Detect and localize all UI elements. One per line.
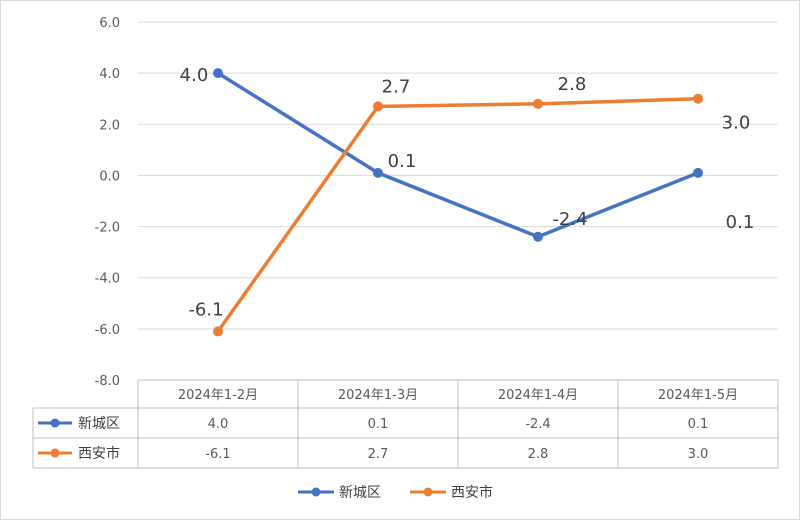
- y-tick-label: 0.0: [99, 169, 120, 184]
- series-lines: [213, 68, 703, 337]
- data-label: 3.0: [722, 113, 751, 134]
- table-cell-value: 3.0: [688, 447, 709, 462]
- table-series-name: 西安市: [78, 445, 120, 462]
- table-cell-value: 2.7: [368, 447, 389, 462]
- data-point: [693, 167, 703, 178]
- data-label: 2.7: [382, 76, 411, 97]
- series-line: [216, 71, 700, 239]
- data-label: 4.0: [180, 65, 209, 86]
- y-tick-label: 2.0: [99, 118, 120, 133]
- legend-label: 新城区: [339, 485, 381, 501]
- category-label: 2024年1-3月: [338, 388, 418, 403]
- legend: 新城区 西安市: [298, 484, 493, 501]
- data-point: [373, 167, 383, 178]
- y-tick-label: -2.0: [95, 221, 120, 236]
- data-point: [533, 98, 543, 109]
- legend-key-marker: [311, 487, 321, 497]
- data-label: 0.1: [726, 212, 755, 233]
- y-tick-label: -4.0: [95, 272, 120, 287]
- y-tick-label: -8.0: [95, 374, 120, 389]
- data-point: [373, 101, 383, 112]
- data-label: 0.1: [388, 151, 417, 172]
- series-line: [216, 96, 700, 334]
- y-axis-ticks: 6.0 4.0 2.0 0.0 -2.0 -4.0 -6.0 -8.0: [95, 16, 120, 389]
- table-cell-value: 0.1: [688, 417, 709, 432]
- data-point: [213, 68, 223, 79]
- y-tick-label: -6.0: [95, 323, 120, 338]
- data-point: [213, 326, 223, 337]
- y-tick-label: 6.0: [99, 16, 120, 31]
- table-series-key-marker: [50, 418, 60, 428]
- gridlines: [138, 21, 778, 330]
- table-cell-value: -6.1: [205, 447, 230, 462]
- table-cell-value: 0.1: [368, 417, 389, 432]
- data-label: 2.8: [558, 74, 587, 95]
- table-cell-value: -2.4: [525, 417, 550, 432]
- data-label: -2.4: [552, 209, 587, 230]
- data-point: [533, 231, 543, 242]
- data-labels: 4.0 0.1 -2.4 0.1 -6.1 2.7 2.8 3.0: [180, 65, 755, 320]
- data-label: -6.1: [188, 299, 223, 320]
- table-series-key-marker: [50, 448, 60, 458]
- legend-key-marker: [423, 487, 433, 497]
- category-label: 2024年1-4月: [498, 388, 578, 403]
- category-label: 2024年1-5月: [658, 388, 738, 403]
- category-label: 2024年1-2月: [178, 388, 258, 403]
- table-series-name: 新城区: [78, 416, 120, 432]
- table-cell-value: 4.0: [208, 417, 229, 432]
- table-cell-value: 2.8: [528, 447, 549, 462]
- data-point: [693, 93, 703, 104]
- y-tick-label: 4.0: [99, 67, 120, 82]
- legend-label: 西安市: [451, 484, 493, 501]
